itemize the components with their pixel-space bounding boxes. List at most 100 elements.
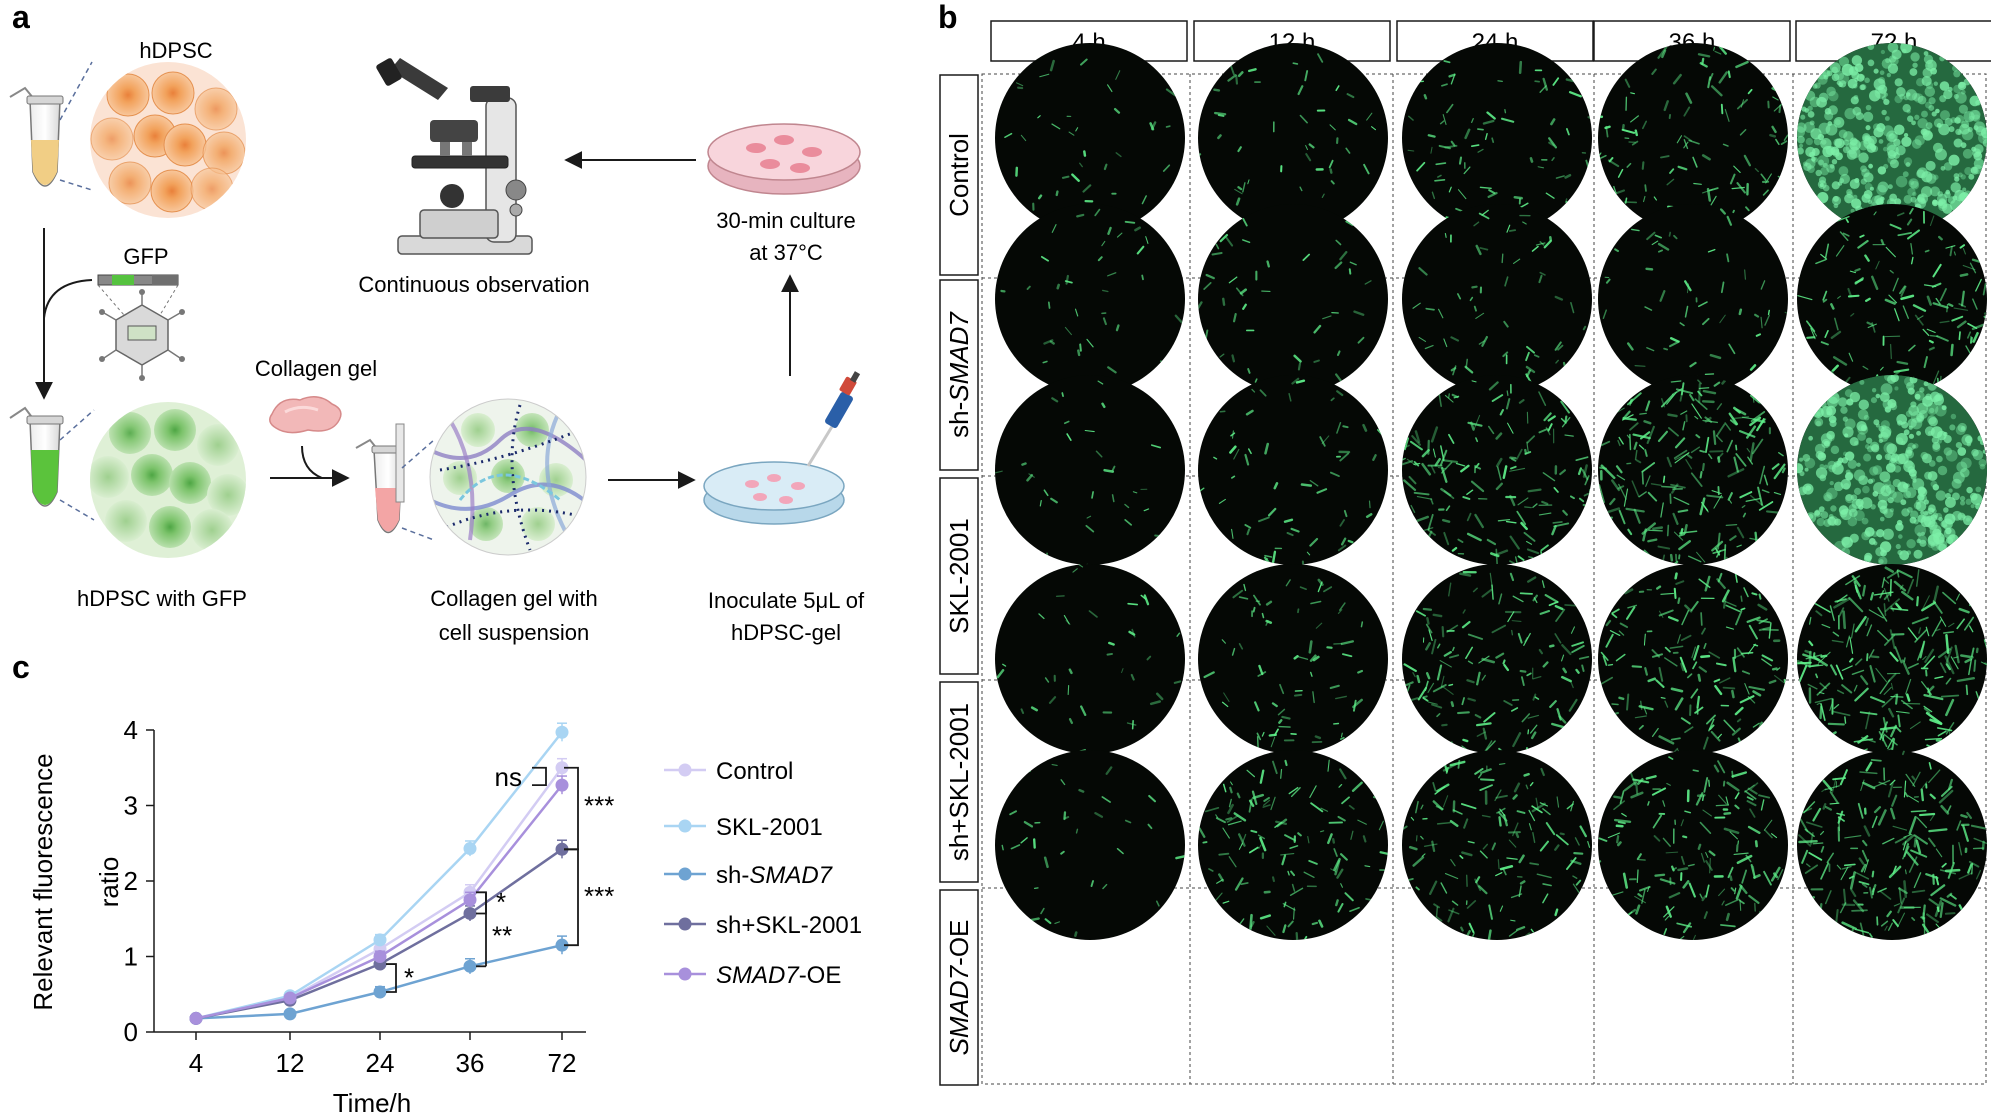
legend-swatch-marker <box>678 763 692 777</box>
fluorescence-image <box>1598 204 1788 394</box>
data-point <box>463 906 477 920</box>
row-label-italic: SMAD7 <box>944 311 974 402</box>
legend-entry-part: -OE <box>799 962 842 989</box>
collagen-cell-mix-circle <box>429 398 587 556</box>
fluorescence-image <box>995 375 1185 565</box>
label-gfp: GFP <box>123 244 168 269</box>
row-label: Control <box>944 133 974 217</box>
grid-frame <box>981 73 1987 1085</box>
fluorescence-image <box>1598 750 1788 940</box>
y-tick-label: 2 <box>124 866 138 896</box>
panel-label-b: b <box>938 0 958 35</box>
fluorescence-image <box>1598 564 1788 754</box>
row-label-part: -OE <box>944 920 974 966</box>
gfp-cells-circle <box>90 402 246 558</box>
fluorescence-image <box>1402 43 1592 233</box>
data-point <box>555 842 569 856</box>
label-culture-line1: 30-min culture <box>716 208 855 233</box>
row-label-box <box>939 477 979 675</box>
fluorescence-image <box>995 43 1185 233</box>
legend-entry-part: Control <box>716 758 793 785</box>
significance-bracket <box>532 766 547 787</box>
row-label-box <box>939 74 979 276</box>
significance-bracket <box>564 766 579 851</box>
label-collagen-mix-line2: cell suspension <box>439 620 589 645</box>
tube-icon <box>355 423 405 534</box>
series-line <box>195 767 564 1020</box>
petri-dish-inoculation-icon <box>703 461 845 525</box>
x-tick-label: 12 <box>276 1048 305 1078</box>
hdpsc-cells-circle <box>90 62 246 218</box>
row-label-part: Control <box>944 133 974 217</box>
fluorescence-image <box>1198 375 1388 565</box>
row-label-part: SKL-2001 <box>944 518 974 634</box>
legend-swatch-marker <box>678 867 692 881</box>
fluorescence-image <box>1797 204 1987 394</box>
legend-entry-italic: SMAD7 <box>749 862 833 889</box>
data-point <box>555 938 569 952</box>
data-point <box>463 842 477 856</box>
legend-entry-part: SKL-2001 <box>716 814 823 841</box>
significance-label: *** <box>584 881 614 911</box>
row-label-italic: SMAD7 <box>944 964 974 1055</box>
significance-bracket <box>386 963 397 993</box>
petri-dish-culture-icon <box>707 123 861 195</box>
label-culture-line2: at 37°C <box>749 240 823 265</box>
row-label-part: sh+SKL-2001 <box>944 703 974 861</box>
legend-swatch-marker <box>678 819 692 833</box>
legend-entry: Control <box>716 758 793 785</box>
significance-label: ** <box>492 920 512 950</box>
row-label: SMAD7-OE <box>944 920 974 1056</box>
panel-label-c: c <box>12 649 30 685</box>
x-tick-label: 24 <box>366 1048 395 1078</box>
row-label: SKL-2001 <box>944 518 974 634</box>
tube-icon <box>9 86 64 187</box>
fluorescence-image <box>995 204 1185 394</box>
legend-entry: SMAD7-OE <box>716 962 841 989</box>
fluorescence-image <box>1198 564 1388 754</box>
y-tick-label: 0 <box>124 1017 138 1047</box>
data-point <box>555 778 569 792</box>
legend-entry: sh-SMAD7 <box>716 862 834 889</box>
label-inoculate-line1: Inoculate 5μL of <box>708 588 865 613</box>
microscope-icon <box>376 58 533 255</box>
legend-swatch-marker <box>678 917 692 931</box>
fluorescence-image <box>1402 750 1592 940</box>
label-continuous-observation: Continuous observation <box>358 272 589 297</box>
legend-entry-part: sh- <box>716 862 749 889</box>
row-label: sh-SMAD7 <box>944 311 974 438</box>
panel-b-fluorescence-grid: 4 h 12 h 24 h 36 h 72 h Controlsh-SMAD7SKL-2… <box>939 20 1991 1086</box>
data-point <box>555 761 569 775</box>
y-axis-label-line2: ratio <box>94 857 124 908</box>
y-tick-label: 1 <box>124 942 138 972</box>
significance-label: *** <box>584 791 614 821</box>
y-tick-label: 3 <box>124 791 138 821</box>
pipette-icon <box>806 371 861 467</box>
significance-label: * <box>496 887 506 917</box>
panel-a-schematic: hDPSC GFP <box>9 38 865 645</box>
fluorescence-image <box>1598 43 1788 233</box>
data-point <box>283 991 297 1005</box>
data-point <box>463 959 477 973</box>
fluorescence-image <box>995 564 1185 754</box>
label-hdpsc-with-gfp: hDPSC with GFP <box>77 586 247 611</box>
fluorescence-image <box>1402 375 1592 565</box>
fluorescence-image <box>1797 750 1987 940</box>
data-point <box>555 725 569 739</box>
x-tick-label: 4 <box>189 1048 203 1078</box>
x-axis-label: Time/h <box>333 1088 412 1117</box>
fluorescence-image <box>1198 750 1388 940</box>
fluorescence-image <box>1198 204 1388 394</box>
row-label-box <box>939 279 979 471</box>
data-point <box>373 985 387 999</box>
fluorescence-image <box>1598 375 1788 565</box>
data-point <box>373 950 387 963</box>
collagen-gel-icon <box>269 396 342 434</box>
fluorescence-image <box>1402 564 1592 754</box>
gfp-plasmid-icon <box>97 274 179 316</box>
fluorescence-image <box>1797 375 1987 565</box>
fluorescence-image <box>1402 204 1592 394</box>
panel-label-a: a <box>12 0 30 35</box>
tube-icon <box>9 406 64 507</box>
